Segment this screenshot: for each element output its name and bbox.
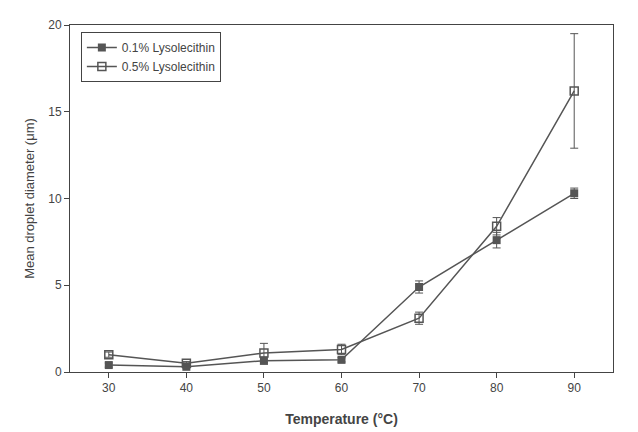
svg-text:40: 40 <box>180 381 194 395</box>
svg-text:90: 90 <box>568 381 582 395</box>
svg-text:Temperature (°C): Temperature (°C) <box>285 411 398 427</box>
svg-text:0.1% Lysolecithin: 0.1% Lysolecithin <box>122 41 215 55</box>
svg-text:80: 80 <box>490 381 504 395</box>
svg-text:60: 60 <box>335 381 349 395</box>
svg-text:50: 50 <box>257 381 271 395</box>
svg-text:0: 0 <box>55 365 62 379</box>
svg-text:30: 30 <box>102 381 116 395</box>
svg-text:70: 70 <box>412 381 426 395</box>
svg-text:Mean droplet diameter (μm): Mean droplet diameter (μm) <box>22 118 37 279</box>
svg-text:20: 20 <box>48 18 62 32</box>
svg-text:5: 5 <box>55 278 62 292</box>
svg-text:10: 10 <box>48 192 62 206</box>
svg-text:0.5% Lysolecithin: 0.5% Lysolecithin <box>122 60 215 74</box>
svg-text:15: 15 <box>48 105 62 119</box>
